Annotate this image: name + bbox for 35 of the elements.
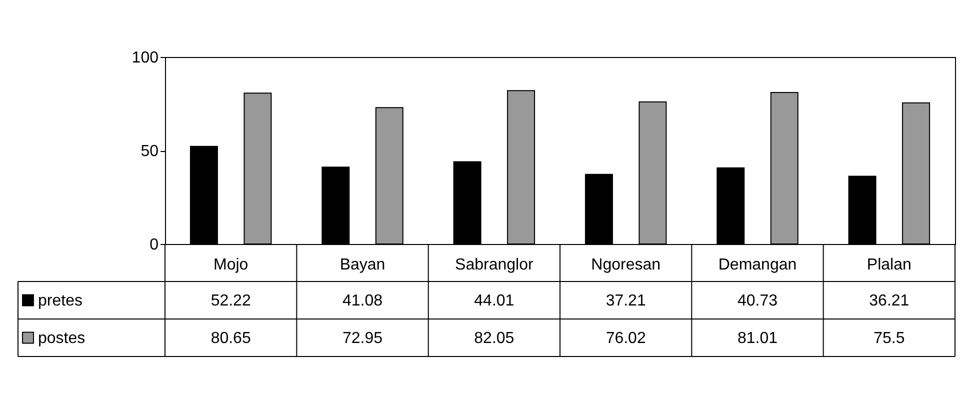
- x-tick-label: Bayan: [340, 256, 386, 274]
- data-label: 52.22: [210, 292, 251, 310]
- data-label: 81.01: [737, 330, 778, 347]
- data-label: 37.21: [606, 292, 646, 310]
- bar: [638, 101, 667, 244]
- bar: [453, 161, 482, 244]
- data-label: 44.01: [474, 292, 514, 310]
- y-tick-label: 0: [150, 236, 159, 254]
- legend-label: postes: [38, 330, 86, 347]
- x-tick-label: Ngoresan: [591, 256, 661, 274]
- bar: [507, 90, 536, 244]
- x-tick-label: Plalan: [866, 256, 912, 274]
- x-tick-label: Demangan: [718, 256, 797, 274]
- data-label: 75.5: [874, 330, 905, 347]
- data-label: 41.08: [342, 292, 383, 310]
- bar: [190, 146, 218, 244]
- data-label: 82.05: [474, 330, 514, 347]
- x-tick-label: Mojo: [213, 256, 248, 274]
- bar: [848, 176, 876, 244]
- bar: [244, 92, 272, 244]
- bar: [375, 107, 404, 244]
- data-label: 76.02: [606, 330, 646, 347]
- legend-label: pretes: [38, 292, 82, 310]
- data-label: 72.95: [342, 330, 383, 347]
- x-tick-label: Sabranglor: [455, 256, 534, 274]
- data-label: 36.21: [869, 292, 910, 310]
- data-label: 80.65: [210, 330, 251, 347]
- data-label: 40.73: [737, 292, 778, 310]
- bar: [322, 166, 350, 244]
- bar: [902, 102, 930, 244]
- bar: [770, 92, 798, 244]
- y-tick-label: 50: [140, 143, 159, 160]
- y-tick-label: 100: [132, 50, 159, 66]
- bar: [716, 167, 745, 244]
- bar: [584, 174, 613, 244]
